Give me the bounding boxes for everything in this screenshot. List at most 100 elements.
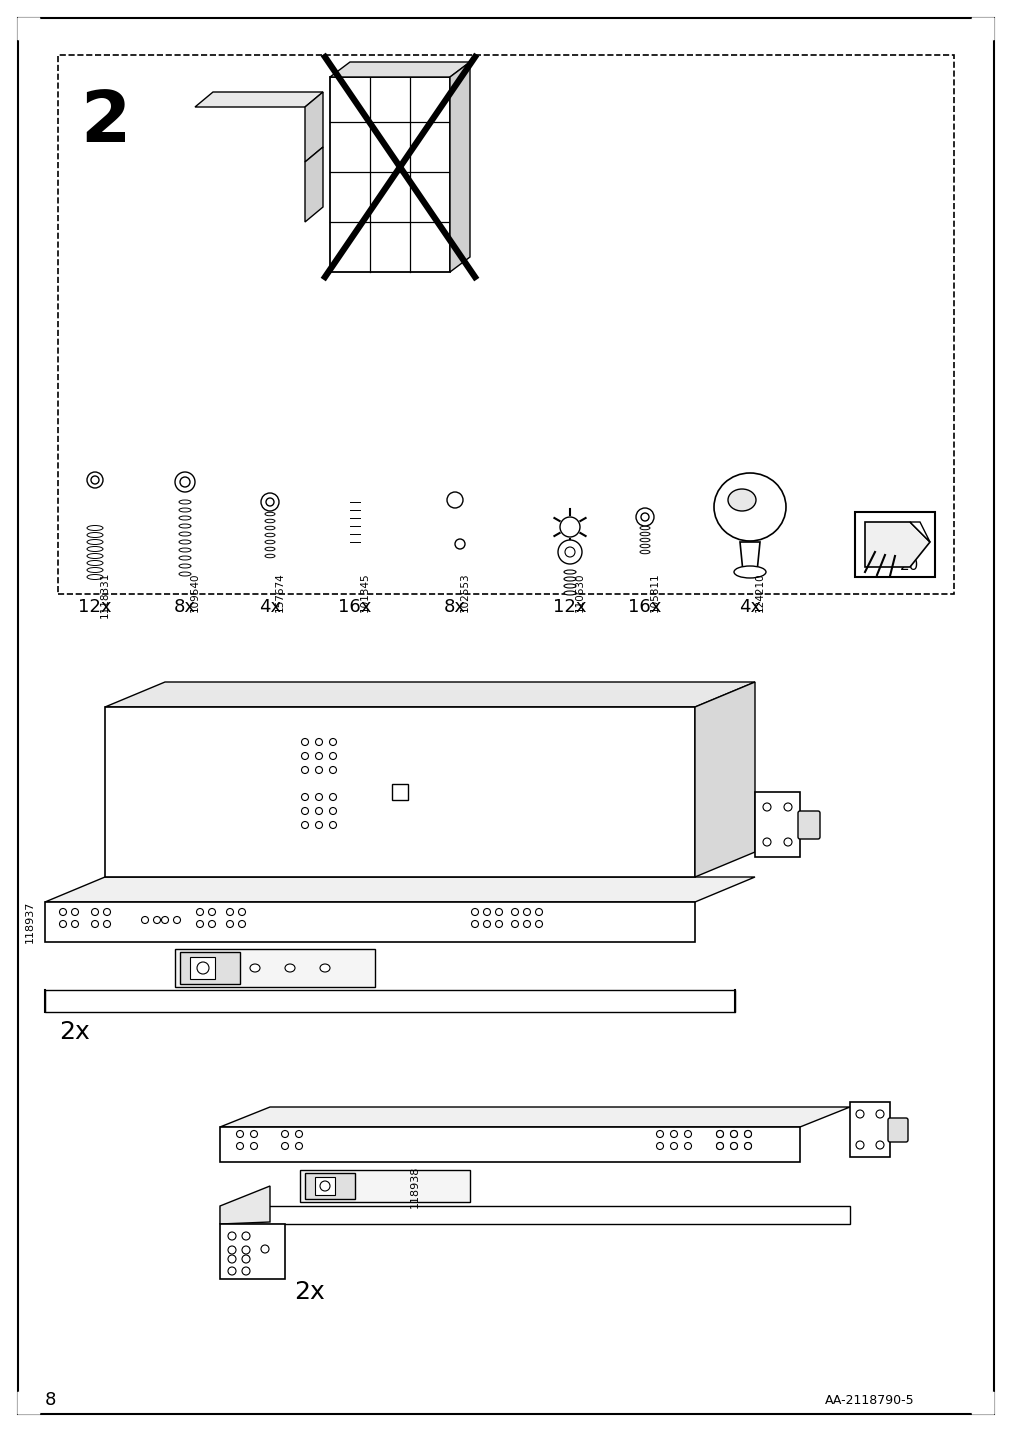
Bar bbox=[854, 513, 934, 577]
Text: 118938: 118938 bbox=[409, 1166, 420, 1209]
Bar bbox=[180, 952, 240, 984]
FancyBboxPatch shape bbox=[88, 481, 102, 579]
Text: 4x: 4x bbox=[738, 599, 760, 616]
Text: 102553: 102553 bbox=[460, 571, 469, 611]
Polygon shape bbox=[18, 1392, 40, 1413]
Ellipse shape bbox=[179, 524, 191, 528]
Circle shape bbox=[730, 1130, 737, 1137]
Text: 8x: 8x bbox=[444, 599, 465, 616]
Circle shape bbox=[876, 1141, 884, 1148]
Circle shape bbox=[281, 1130, 288, 1137]
Ellipse shape bbox=[87, 533, 103, 537]
Polygon shape bbox=[266, 508, 273, 547]
Ellipse shape bbox=[285, 964, 295, 972]
Bar bbox=[195, 168, 304, 222]
Circle shape bbox=[330, 822, 337, 829]
Circle shape bbox=[523, 921, 530, 928]
Circle shape bbox=[237, 1130, 244, 1137]
Text: 110630: 110630 bbox=[574, 571, 584, 611]
Circle shape bbox=[227, 1267, 236, 1274]
Circle shape bbox=[315, 752, 323, 759]
Circle shape bbox=[716, 1130, 723, 1137]
Bar bbox=[304, 1173, 355, 1199]
Circle shape bbox=[301, 739, 308, 746]
Ellipse shape bbox=[179, 500, 191, 504]
Circle shape bbox=[60, 921, 67, 928]
FancyBboxPatch shape bbox=[347, 493, 363, 553]
Text: AA-2118790-5: AA-2118790-5 bbox=[824, 1393, 914, 1406]
Ellipse shape bbox=[639, 544, 649, 548]
Circle shape bbox=[855, 1141, 863, 1148]
Polygon shape bbox=[971, 1392, 993, 1413]
Text: 20: 20 bbox=[900, 557, 919, 573]
Circle shape bbox=[784, 803, 792, 811]
Circle shape bbox=[91, 475, 99, 484]
Ellipse shape bbox=[179, 508, 191, 513]
Polygon shape bbox=[181, 490, 189, 541]
Ellipse shape bbox=[250, 964, 260, 972]
Ellipse shape bbox=[563, 577, 575, 581]
Bar bbox=[219, 1206, 849, 1224]
Ellipse shape bbox=[87, 547, 103, 551]
Ellipse shape bbox=[319, 964, 330, 972]
Bar bbox=[437, 537, 474, 551]
Circle shape bbox=[683, 1143, 691, 1150]
Text: 118937: 118937 bbox=[25, 901, 35, 944]
Circle shape bbox=[471, 908, 478, 915]
Text: 8: 8 bbox=[44, 1390, 56, 1409]
Circle shape bbox=[196, 921, 203, 928]
Circle shape bbox=[60, 908, 67, 915]
Circle shape bbox=[315, 793, 323, 800]
Circle shape bbox=[656, 1130, 663, 1137]
Ellipse shape bbox=[265, 533, 275, 537]
Circle shape bbox=[162, 916, 169, 924]
Text: 1118331: 1118331 bbox=[100, 571, 110, 619]
Circle shape bbox=[208, 921, 215, 928]
Circle shape bbox=[315, 739, 323, 746]
Circle shape bbox=[716, 1143, 723, 1150]
Circle shape bbox=[281, 1143, 288, 1150]
Polygon shape bbox=[195, 92, 323, 107]
Circle shape bbox=[251, 1130, 257, 1137]
Circle shape bbox=[227, 1246, 236, 1254]
Ellipse shape bbox=[265, 547, 275, 551]
Ellipse shape bbox=[727, 488, 755, 511]
Circle shape bbox=[744, 1143, 751, 1150]
Circle shape bbox=[557, 540, 581, 564]
Bar bbox=[219, 1224, 285, 1279]
Bar bbox=[754, 792, 800, 856]
Ellipse shape bbox=[179, 516, 191, 520]
Text: 2: 2 bbox=[80, 87, 130, 156]
Circle shape bbox=[635, 508, 653, 526]
Circle shape bbox=[730, 1143, 737, 1150]
Circle shape bbox=[242, 1232, 250, 1240]
Polygon shape bbox=[105, 707, 695, 876]
Circle shape bbox=[511, 908, 518, 915]
Ellipse shape bbox=[179, 564, 191, 569]
Text: 2x: 2x bbox=[294, 1280, 326, 1305]
Circle shape bbox=[471, 921, 478, 928]
Text: 16x: 16x bbox=[338, 599, 371, 616]
Bar bbox=[44, 990, 734, 1012]
Circle shape bbox=[716, 1130, 723, 1137]
Polygon shape bbox=[642, 551, 646, 560]
Text: 105811: 105811 bbox=[649, 571, 659, 611]
Circle shape bbox=[301, 808, 308, 815]
Circle shape bbox=[237, 1143, 244, 1150]
Circle shape bbox=[208, 908, 215, 915]
Circle shape bbox=[226, 908, 234, 915]
Circle shape bbox=[173, 916, 180, 924]
Circle shape bbox=[251, 1143, 257, 1150]
Circle shape bbox=[226, 921, 234, 928]
Circle shape bbox=[103, 921, 110, 928]
Ellipse shape bbox=[639, 526, 649, 530]
Circle shape bbox=[716, 1143, 723, 1150]
Circle shape bbox=[103, 908, 110, 915]
Circle shape bbox=[762, 838, 770, 846]
Ellipse shape bbox=[87, 554, 103, 558]
Circle shape bbox=[242, 1246, 250, 1254]
Circle shape bbox=[762, 803, 770, 811]
Ellipse shape bbox=[179, 556, 191, 560]
Circle shape bbox=[261, 493, 279, 511]
Ellipse shape bbox=[549, 507, 589, 547]
